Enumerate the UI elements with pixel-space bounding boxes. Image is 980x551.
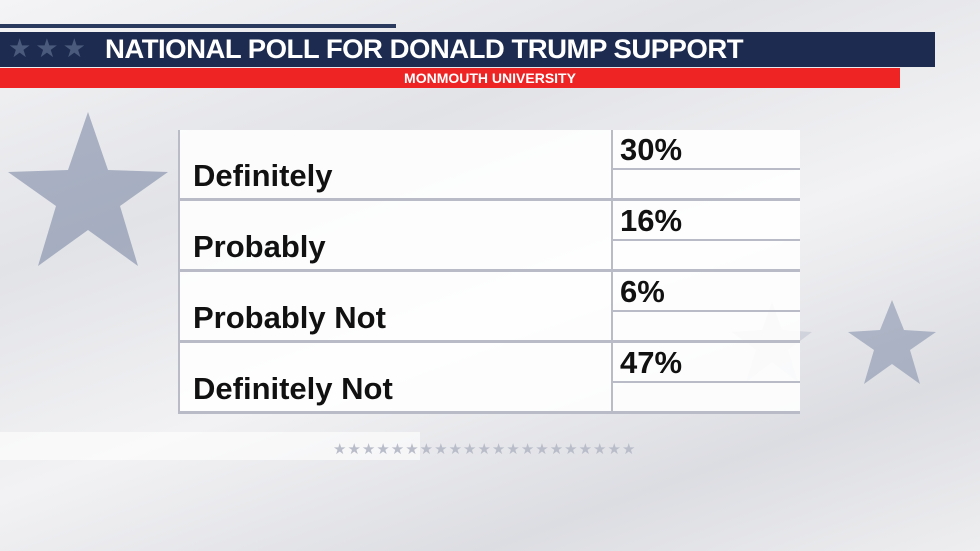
poll-source: MONMOUTH UNIVERSITY	[404, 70, 576, 86]
value-underline	[613, 168, 800, 170]
row-label: Probably	[193, 229, 326, 264]
table-row: Definitely Not 47%	[178, 343, 800, 414]
table-row: Probably Not 6%	[178, 272, 800, 343]
row-value: 16%	[620, 203, 683, 238]
value-underline	[613, 239, 800, 241]
star-divider-icon: ★★★★★★★★★★★★★★★★★★★★★	[333, 440, 637, 458]
title-bar: ★★★ NATIONAL POLL FOR DONALD TRUMP SUPPO…	[0, 32, 935, 67]
column-divider	[611, 201, 613, 269]
column-divider	[611, 272, 613, 340]
top-accent-line	[0, 24, 396, 28]
row-value: 6%	[620, 274, 665, 309]
row-label: Definitely	[193, 158, 333, 193]
column-divider	[611, 343, 613, 411]
column-divider	[611, 130, 613, 198]
subtitle-bar: MONMOUTH UNIVERSITY	[0, 68, 900, 88]
value-underline	[613, 381, 800, 383]
row-value: 47%	[620, 345, 683, 380]
star-icon	[848, 300, 936, 384]
star-icon	[8, 112, 168, 266]
poll-table: Definitely 30% Probably 16% Probably Not 6% De…	[178, 130, 800, 414]
row-value: 30%	[620, 132, 683, 167]
star-icon: ★★★	[8, 34, 90, 64]
table-row: Definitely 30%	[178, 130, 800, 201]
row-label: Definitely Not	[193, 371, 393, 406]
page-title: NATIONAL POLL FOR DONALD TRUMP SUPPORT	[105, 34, 744, 64]
value-underline	[613, 310, 800, 312]
table-row: Probably 16%	[178, 201, 800, 272]
row-label: Probably Not	[193, 300, 386, 335]
